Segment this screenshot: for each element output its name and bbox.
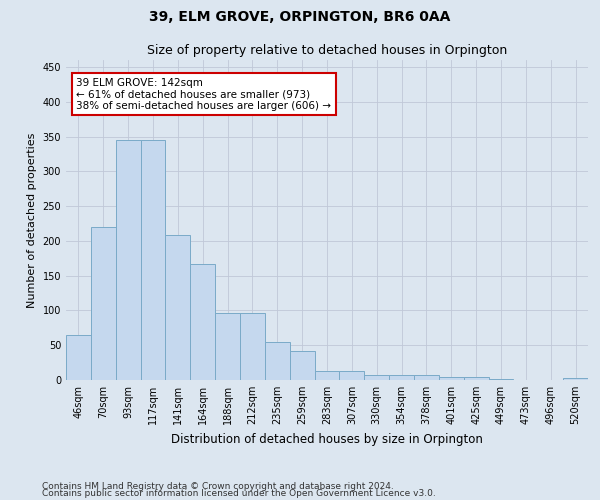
Bar <box>66 335 91 380</box>
Bar <box>166 236 190 380</box>
Bar <box>414 375 439 380</box>
Bar <box>140 140 166 380</box>
Text: Contains public sector information licensed under the Open Government Licence v3: Contains public sector information licen… <box>42 490 436 498</box>
Bar <box>240 312 265 380</box>
Bar <box>265 342 290 380</box>
Bar <box>290 351 314 380</box>
Bar <box>314 371 340 380</box>
X-axis label: Distribution of detached houses by size in Orpington: Distribution of detached houses by size … <box>171 432 483 446</box>
Bar <box>389 375 414 380</box>
Bar <box>215 312 240 380</box>
Bar <box>464 376 488 380</box>
Bar <box>439 376 464 380</box>
Text: 39, ELM GROVE, ORPINGTON, BR6 0AA: 39, ELM GROVE, ORPINGTON, BR6 0AA <box>149 10 451 24</box>
Bar <box>563 378 588 380</box>
Y-axis label: Number of detached properties: Number of detached properties <box>27 132 37 308</box>
Bar <box>364 375 389 380</box>
Title: Size of property relative to detached houses in Orpington: Size of property relative to detached ho… <box>147 44 507 58</box>
Bar <box>116 140 140 380</box>
Bar <box>190 264 215 380</box>
Text: 39 ELM GROVE: 142sqm
← 61% of detached houses are smaller (973)
38% of semi-deta: 39 ELM GROVE: 142sqm ← 61% of detached h… <box>76 78 331 111</box>
Text: Contains HM Land Registry data © Crown copyright and database right 2024.: Contains HM Land Registry data © Crown c… <box>42 482 394 491</box>
Bar <box>91 227 116 380</box>
Bar <box>340 371 364 380</box>
